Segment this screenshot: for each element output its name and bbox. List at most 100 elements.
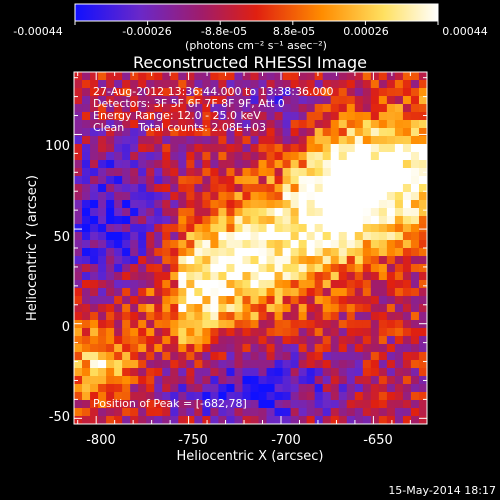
heatmap-cell (370, 80, 380, 89)
heatmap-cell (274, 384, 284, 393)
heatmap-cell (322, 336, 332, 345)
heatmap-cell (338, 392, 348, 401)
heatmap-cell (258, 136, 268, 145)
heatmap-cell (106, 256, 115, 265)
heatmap-cell (242, 376, 252, 385)
heatmap-cell (250, 168, 260, 177)
heatmap-cell (338, 104, 348, 113)
heatmap-cell (146, 128, 155, 137)
heatmap-cell (394, 96, 404, 105)
heatmap-cell (90, 192, 99, 201)
heatmap-cell (130, 112, 139, 121)
heatmap-cell (306, 176, 316, 185)
heatmap-cell (370, 256, 380, 265)
heatmap-cell (114, 144, 123, 153)
heatmap-cell (106, 400, 115, 409)
heatmap-cell (266, 336, 276, 345)
heatmap-cell (194, 288, 203, 297)
heatmap-cell (394, 184, 404, 193)
heatmap-cell (418, 184, 427, 193)
heatmap-cell (354, 304, 364, 313)
x-tick-label: -650 (363, 433, 393, 448)
heatmap-cell (330, 312, 340, 321)
heatmap-cell (330, 168, 340, 177)
heatmap-cell (194, 336, 203, 345)
heatmap-cell (154, 224, 163, 233)
heatmap-cell (186, 96, 195, 105)
heatmap-cell (386, 128, 396, 137)
heatmap-cell (402, 176, 412, 185)
colorbar-unit-label: (photons cm⁻² s⁻¹ asec⁻²) (185, 39, 327, 52)
heatmap-cell (394, 152, 404, 161)
heatmap-cell (90, 120, 99, 129)
heatmap-cell (354, 280, 364, 289)
heatmap-cell (370, 408, 380, 417)
heatmap-cell (322, 320, 332, 329)
heatmap-cell (338, 168, 348, 177)
heatmap-cell (394, 296, 404, 305)
heatmap-cell (90, 248, 99, 257)
heatmap-cell (386, 288, 396, 297)
heatmap-cell (266, 304, 276, 313)
heatmap-cell (282, 416, 292, 424)
heatmap-cell (194, 272, 203, 281)
heatmap-cell (130, 272, 139, 281)
heatmap-cell (266, 184, 276, 193)
heatmap-cell (298, 216, 308, 225)
heatmap-cell (410, 144, 420, 153)
heatmap-cell (154, 192, 163, 201)
heatmap-cell (386, 136, 396, 145)
heatmap-cell (82, 328, 91, 337)
heatmap-cell (114, 88, 123, 97)
heatmap-cell (330, 96, 340, 105)
heatmap-cell (402, 368, 412, 377)
heatmap-cell (418, 304, 427, 313)
heatmap-cell (402, 96, 412, 105)
heatmap-cell (402, 152, 412, 161)
heatmap-cell (146, 176, 155, 185)
heatmap-cell (226, 248, 236, 257)
heatmap-cell (274, 272, 284, 281)
heatmap-cell (314, 176, 324, 185)
heatmap-cell (74, 80, 83, 89)
heatmap-cell (210, 216, 220, 225)
heatmap-cell (242, 320, 252, 329)
heatmap-cell (154, 392, 163, 401)
heatmap-cell (226, 320, 236, 329)
heatmap-cell (146, 344, 155, 353)
heatmap-cell (370, 152, 380, 161)
heatmap-cell (266, 120, 276, 129)
heatmap-cell (218, 392, 228, 401)
heatmap-cell (226, 168, 236, 177)
heatmap-cell (106, 144, 115, 153)
heatmap-cell (170, 184, 179, 193)
heatmap-cell (354, 224, 364, 233)
heatmap-cell (250, 224, 260, 233)
heatmap-cell (74, 304, 83, 313)
heatmap-cell (74, 288, 83, 297)
heatmap-cell (210, 120, 220, 129)
heatmap-cell (226, 392, 236, 401)
heatmap-cell (138, 416, 147, 424)
heatmap-cell (338, 256, 348, 265)
heatmap-cell (322, 224, 332, 233)
heatmap-cell (242, 120, 252, 129)
heatmap-cell (410, 280, 420, 289)
heatmap-cell (298, 128, 308, 137)
heatmap-cell (234, 120, 244, 129)
heatmap-cell (74, 200, 83, 209)
heatmap-cell (402, 312, 412, 321)
heatmap-cell (354, 360, 364, 369)
heatmap-cell (74, 264, 83, 273)
heatmap-cell (402, 344, 412, 353)
heatmap-cell (338, 216, 348, 225)
heatmap-cell (378, 152, 388, 161)
heatmap-cell (314, 336, 324, 345)
heatmap-cell (250, 88, 260, 97)
heatmap-cell (114, 160, 123, 169)
heatmap-cell (290, 408, 300, 417)
heatmap-cell (354, 120, 364, 129)
heatmap-cell (418, 136, 427, 145)
heatmap-cell (178, 280, 187, 289)
heatmap-cell (362, 216, 372, 225)
